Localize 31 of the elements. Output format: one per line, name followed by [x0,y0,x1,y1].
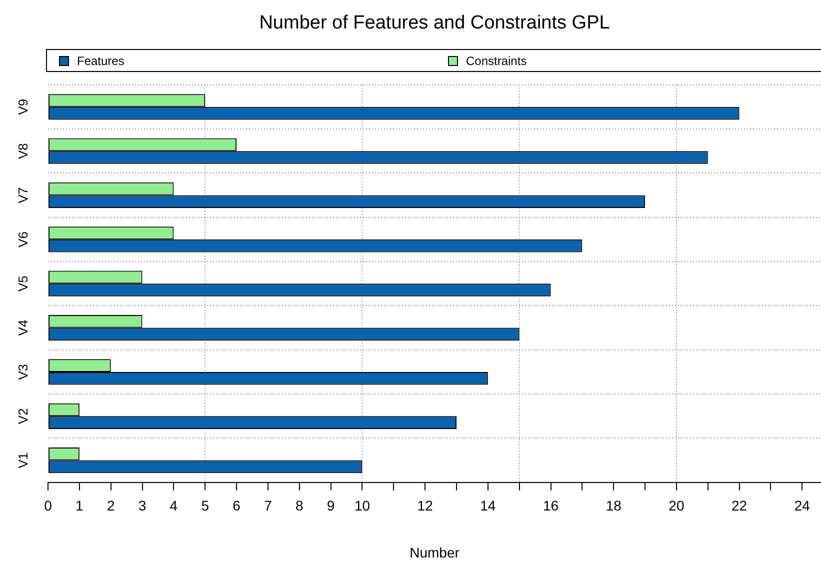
chart-title: Number of Features and Constraints GPL [259,12,610,34]
x-tick-label: 3 [138,498,146,514]
y-tick-label: V8 [16,143,31,160]
x-tick-label: 24 [794,498,810,514]
x-tick-label: 16 [542,498,559,514]
x-tick-label: 18 [606,498,622,514]
x-tick-label: 20 [668,498,684,514]
y-tick-label: V6 [16,231,31,248]
y-tick-label: V7 [16,187,31,204]
x-tick-label: 1 [76,498,84,514]
x-tick-label: 6 [232,498,241,514]
x-tick-label: 0 [44,498,52,514]
x-tick-label: 7 [264,498,272,514]
x-tick-label: 8 [295,498,304,514]
y-tick-label: V4 [16,320,31,336]
x-axis-title: Number [410,544,460,560]
x-tick-label: 5 [201,498,210,514]
x-tick-label: 9 [326,498,335,514]
y-tick-label: V1 [16,452,31,468]
legend-label: Constraints [466,54,527,68]
x-tick-label: 10 [354,498,370,514]
y-tick-label: V5 [16,276,31,292]
legend-label: Features [77,54,124,68]
x-tick-label: 12 [417,498,434,514]
x-tick-label: 4 [170,498,178,514]
x-tick-label: 2 [106,498,115,514]
y-tick-label: V2 [16,408,31,424]
y-tick-label: V9 [16,98,31,115]
x-tick-label: 22 [732,498,748,514]
x-tick-label: 14 [480,498,496,514]
y-tick-label: V3 [16,364,31,380]
